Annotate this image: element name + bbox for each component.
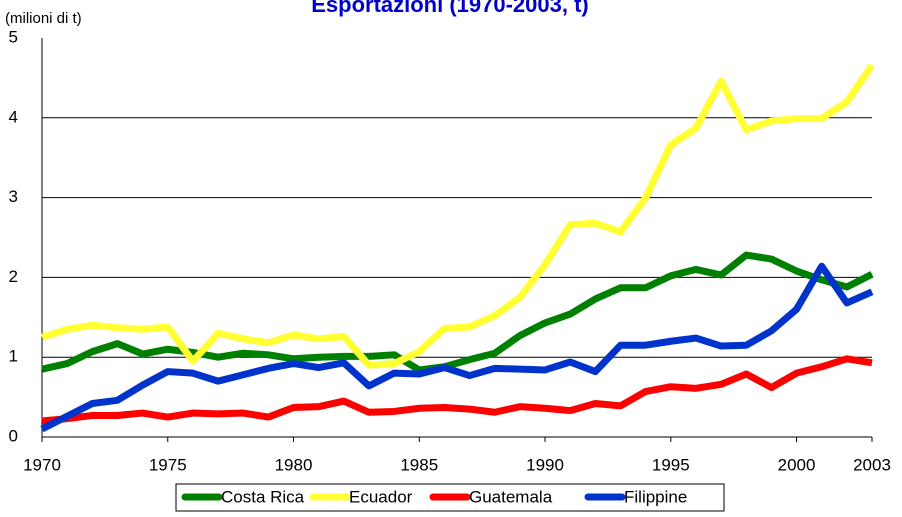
x-tick-label: 1980	[275, 455, 313, 474]
legend-label: Costa Rica	[221, 487, 305, 506]
y-axis-label: (milioni di t)	[5, 10, 82, 27]
chart-title: Esportazioni (1970-2003, t)	[311, 0, 589, 17]
x-tick-label: 1970	[23, 455, 61, 474]
series-line	[41, 251, 874, 374]
y-tick-label: 2	[9, 267, 18, 286]
x-tick-label: 2000	[778, 455, 816, 474]
x-tick-label: 1975	[149, 455, 187, 474]
legend-label: Filippine	[624, 487, 687, 506]
x-tick-label: 1990	[526, 455, 564, 474]
y-tick-label: 1	[9, 347, 18, 366]
y-tick-label: 5	[9, 27, 18, 46]
x-tick-label: 2003	[853, 455, 891, 474]
series-line	[40, 262, 874, 433]
series-line	[40, 63, 875, 369]
series-line	[41, 355, 873, 425]
y-tick-label: 0	[9, 426, 18, 445]
x-tick-label: 1995	[652, 455, 690, 474]
y-tick-label: 4	[9, 107, 18, 126]
legend-label: Ecuador	[349, 487, 413, 506]
y-tick-label: 3	[9, 187, 18, 206]
x-tick-label: 1985	[400, 455, 438, 474]
legend-label: Guatemala	[469, 487, 553, 506]
